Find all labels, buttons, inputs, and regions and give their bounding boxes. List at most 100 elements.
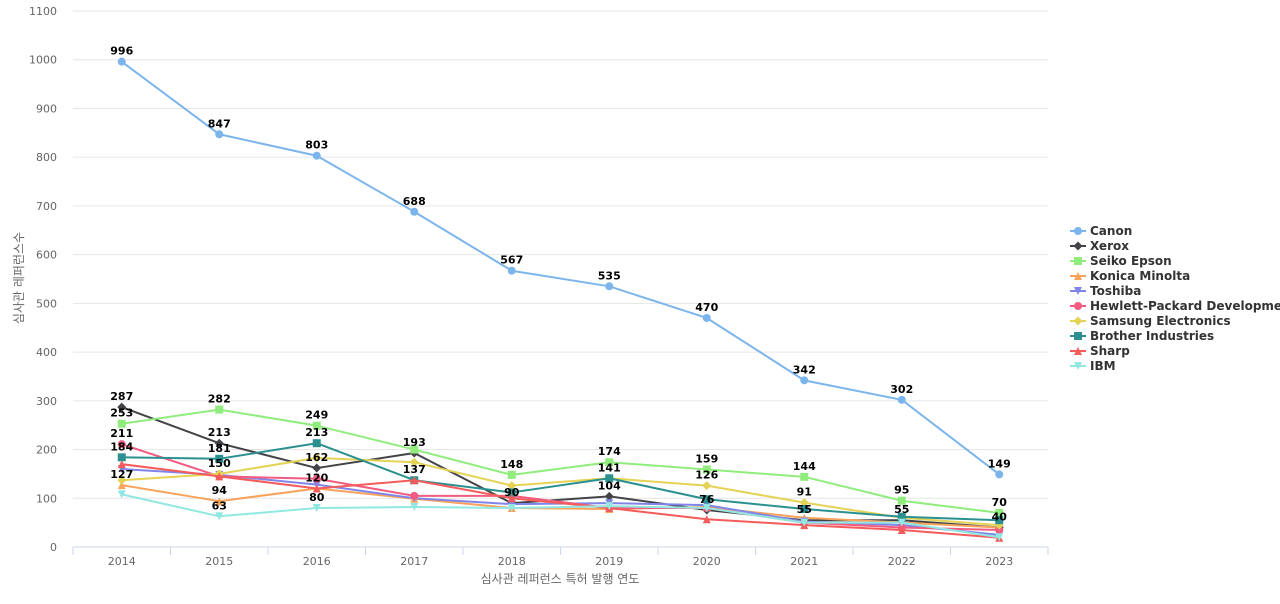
data-point-xerox [117, 402, 127, 412]
data-label-brother-industries: 213 [305, 426, 328, 439]
legend-label: Brother Industries [1090, 329, 1214, 343]
series-line-sharp [120, 463, 1001, 539]
data-point-ibm [215, 512, 224, 521]
data-point-seiko-epson [800, 472, 809, 481]
data-label-canon: 567 [500, 254, 523, 267]
data-point-konica-minolta [117, 481, 126, 490]
x-tick-label: 2019 [595, 555, 623, 568]
data-point-seiko-epson [605, 458, 614, 467]
legend-item-seiko-epson[interactable]: Seiko Epson [1070, 254, 1172, 268]
data-point-canon [507, 266, 516, 275]
data-point-canon [800, 376, 809, 385]
y-tick-label: 0 [50, 541, 57, 554]
legend-item-ibm[interactable]: IBM [1070, 359, 1116, 373]
data-point-canon [702, 313, 711, 322]
y-axis-title: 심사관 레퍼런스수 [12, 232, 26, 324]
data-point-samsung-electronics [409, 457, 419, 467]
legend-marker [1074, 332, 1082, 340]
legend-label: Toshiba [1090, 284, 1141, 298]
data-point-canon [410, 207, 419, 216]
data-label-layer: 996 847 803 688 567 535 470 342 302 149 287 213 162 1… [110, 45, 1010, 524]
data-point-seiko-epson [312, 421, 321, 430]
series-line-canon [120, 60, 1001, 476]
data-point-hewlett-packard-development [117, 440, 126, 449]
y-tick-label: 400 [36, 346, 57, 359]
data-point-samsung-electronics [799, 498, 809, 508]
data-label-samsung-electronics: 150 [208, 457, 231, 470]
data-label-canon: 470 [695, 301, 718, 314]
legend-item-canon[interactable]: Canon [1070, 224, 1132, 238]
data-point-seiko-epson [507, 470, 516, 479]
data-point-canon [897, 395, 906, 404]
data-point-ibm [117, 490, 126, 499]
series-samsung-electronics [117, 453, 1004, 530]
data-label-seiko-epson: 282 [208, 393, 231, 406]
legend-item-toshiba[interactable]: Toshiba [1070, 284, 1141, 298]
legend-marker [1073, 316, 1083, 326]
data-label-samsung-electronics: 141 [598, 461, 621, 474]
data-label-seiko-epson: 249 [305, 409, 328, 422]
series-layer [117, 57, 1004, 542]
legend-item-sharp[interactable]: Sharp [1070, 344, 1130, 358]
data-point-sharp [117, 460, 126, 469]
series-brother-industries [117, 439, 1004, 525]
data-label-ibm: 63 [212, 499, 227, 512]
data-point-hewlett-packard-development [312, 474, 321, 483]
data-point-sharp [215, 472, 224, 481]
data-label-xerox: 104 [598, 479, 621, 492]
data-label-xerox: 287 [110, 390, 133, 403]
data-point-samsung-electronics [507, 481, 517, 491]
data-point-ibm [507, 504, 516, 513]
data-point-sharp [410, 476, 419, 485]
x-tick-label: 2015 [205, 555, 233, 568]
legend-marker [1074, 272, 1082, 280]
legend-marker [1074, 362, 1082, 370]
data-point-xerox [312, 463, 322, 473]
data-label-seiko-epson: 253 [110, 407, 133, 420]
legend-item-konica-minolta[interactable]: Konica Minolta [1070, 269, 1190, 283]
legend-item-xerox[interactable]: Xerox [1070, 239, 1129, 253]
data-point-brother-industries [117, 453, 126, 462]
x-tick-label: 2016 [303, 555, 331, 568]
data-point-sharp [897, 525, 906, 534]
y-tick-label: 900 [36, 102, 57, 115]
data-label-seiko-epson: 144 [793, 460, 816, 473]
series-line-samsung-electronics [120, 456, 1001, 527]
legend-item-samsung-electronics[interactable]: Samsung Electronics [1070, 314, 1231, 328]
data-point-canon [312, 151, 321, 160]
x-tick-label: 2023 [985, 555, 1013, 568]
legend-item-hewlett-packard-development[interactable]: Hewlett-Packard Development [1070, 299, 1280, 313]
data-label-xerox: 40 [992, 511, 1008, 524]
data-point-seiko-epson [117, 419, 126, 428]
data-label-seiko-epson: 70 [992, 496, 1008, 509]
legend-label: Hewlett-Packard Development [1090, 299, 1280, 313]
data-point-seiko-epson [897, 496, 906, 505]
data-label-canon: 342 [793, 363, 816, 376]
data-point-seiko-epson [410, 445, 419, 454]
series-canon [117, 57, 1004, 479]
data-point-seiko-epson [995, 508, 1004, 517]
legend-marker [1074, 227, 1082, 235]
legend-marker [1074, 347, 1082, 355]
data-point-brother-industries [800, 504, 809, 513]
data-label-brother-industries: 181 [208, 442, 231, 455]
legend-label: IBM [1090, 359, 1116, 373]
data-point-sharp [507, 494, 516, 503]
data-point-sharp [702, 515, 711, 524]
data-label-xerox: 90 [504, 486, 520, 499]
data-point-canon [117, 57, 126, 66]
data-point-seiko-epson [215, 405, 224, 414]
y-tick-label: 500 [36, 297, 57, 310]
legend-label: Samsung Electronics [1090, 314, 1231, 328]
data-label-brother-industries: 137 [403, 463, 426, 476]
y-tick-label: 100 [36, 492, 57, 505]
x-tick-label: 2018 [498, 555, 526, 568]
data-point-samsung-electronics [702, 481, 712, 491]
data-point-ibm [800, 518, 809, 527]
legend-item-brother-industries[interactable]: Brother Industries [1070, 329, 1214, 343]
series-line-brother-industries [120, 442, 1001, 522]
legend-label: Xerox [1090, 239, 1129, 253]
y-tick-label: 600 [36, 249, 57, 262]
y-tick-label: 1000 [29, 54, 57, 67]
